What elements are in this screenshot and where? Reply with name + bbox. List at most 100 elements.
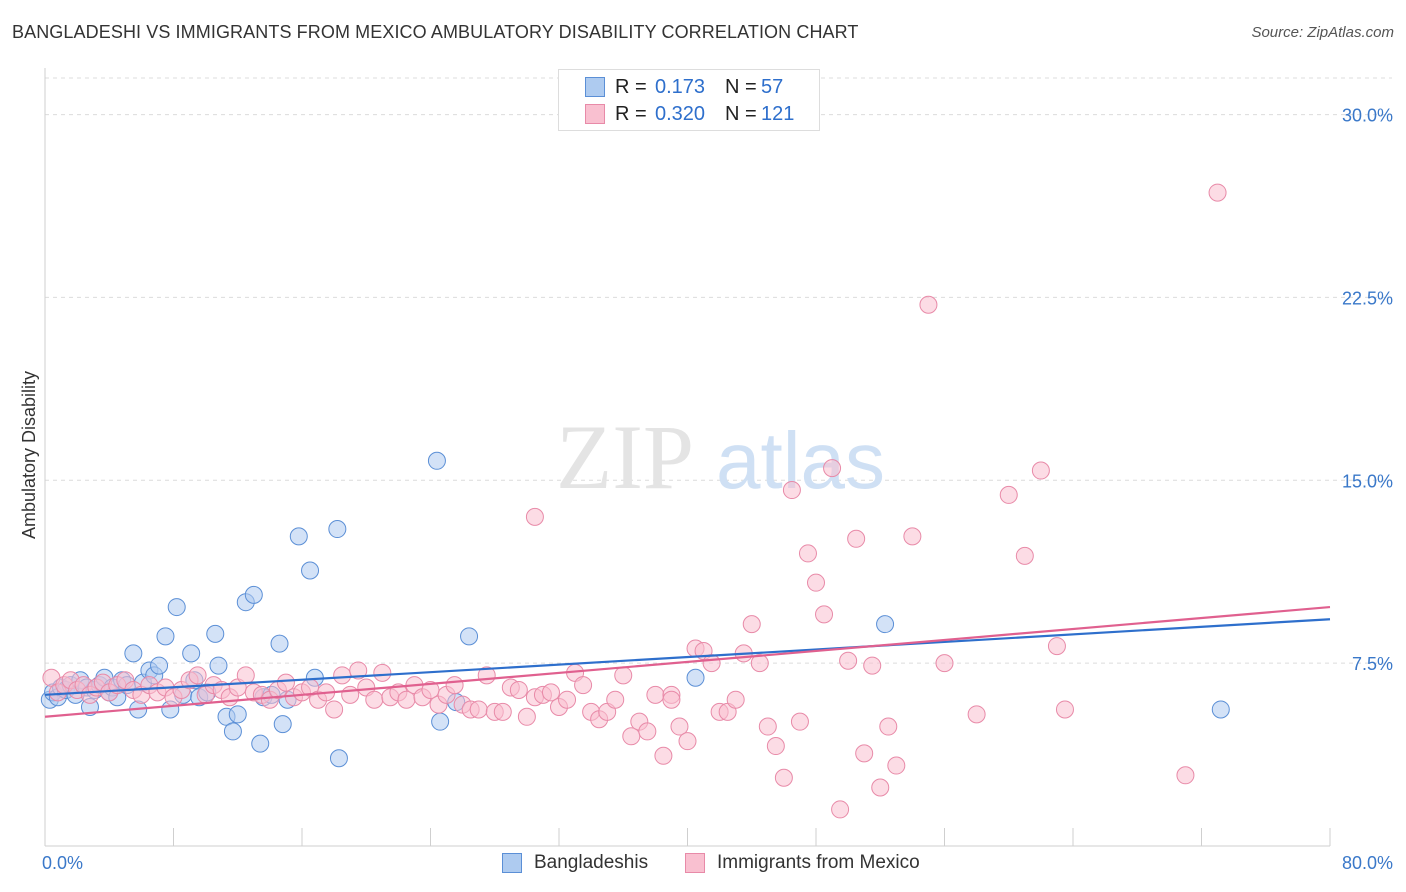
data-point [726,690,745,709]
legend-n-label: N = [725,102,757,125]
data-point [815,605,834,624]
data-point [150,656,169,675]
data-point [1208,183,1227,202]
data-point [1015,546,1034,565]
data-point [460,627,479,646]
data-point [469,700,488,719]
data-point [251,734,270,753]
data-point [325,700,344,719]
data-point [228,705,247,724]
trend-line [44,605,1331,718]
data-point [774,768,793,787]
data-point [525,507,544,526]
data-point [329,749,348,768]
trend-line [44,618,1331,696]
data-point [289,527,308,546]
data-point [855,744,874,763]
bottom-legend-mexico: Immigrants from Mexico [685,852,920,874]
data-point [839,651,858,670]
data-point [646,685,665,704]
data-point [574,676,593,695]
data-point [614,666,633,685]
legend-r-label: R = [615,102,647,125]
data-point [702,654,721,673]
data-point [847,529,866,548]
data-point [967,705,986,724]
data-point [541,683,560,702]
source-credit: Source: ZipAtlas.com [1251,24,1394,41]
data-point [244,585,263,604]
data-point [301,561,320,580]
data-point [1176,766,1195,785]
data-point [606,690,625,709]
data-point [662,690,681,709]
data-point [807,573,825,592]
data-point [823,459,842,478]
legend-r-value-mexico: 0.320 [655,102,706,125]
data-point [935,654,954,673]
data-point [919,295,938,314]
data-point [124,644,143,663]
data-point [270,634,289,653]
tick-labels: 7.5% 15.0% 22.5% 30.0% 0.0% 80.0% [42,106,1393,873]
legend-r-label: R = [615,75,647,98]
correlation-legend: R = 0.173 N = 57 R = 0.320 N = 121 [558,69,820,131]
legend-row-mexico: R = 0.320 N = 121 [559,100,811,128]
bottom-legend-swatch-bangladeshis [502,853,522,873]
y-tick-label: 30.0% [1342,106,1393,126]
legend-row-bangladeshis: R = 0.173 N = 57 [559,73,811,101]
data-point [273,715,292,734]
data-point [670,717,689,736]
legend-n-value-mexico: 121 [761,102,795,125]
data-point [558,690,577,709]
data-point [333,666,352,685]
bottom-legend-swatch-mexico [685,853,705,873]
y-tick-label: 15.0% [1342,471,1393,491]
trend-lines [44,605,1331,718]
data-point [766,737,785,756]
data-point [758,717,777,736]
chart-title: BANGLADESHI VS IMMIGRANTS FROM MEXICO AM… [12,22,859,42]
data-point [999,485,1018,504]
data-point [431,712,450,731]
data-point [427,451,446,470]
data-point [223,722,242,741]
data-point [341,685,360,704]
data-point [876,615,895,634]
y-axis-label: Ambulatory Disability [19,371,39,539]
data-point [742,615,761,634]
data-point [750,654,769,673]
data-point [156,627,175,646]
bottom-legend-bangladeshis: Bangladeshis [502,852,648,874]
data-point [1055,700,1074,719]
data-point [654,746,673,765]
data-point [206,624,225,643]
data-point [686,668,705,687]
legend-swatch-mexico [585,104,605,124]
data-point [1031,461,1050,480]
data-point [276,673,295,692]
data-point [1047,637,1066,656]
data-point [887,756,906,775]
data-point [493,702,512,721]
bottom-legend-label-mexico: Immigrants from Mexico [717,852,920,873]
data-point [167,598,186,617]
data-point [445,676,464,695]
legend-n-label: N = [725,75,757,98]
data-point [188,666,207,685]
data-point [638,722,657,741]
y-tick-label: 7.5% [1352,654,1393,674]
y-tick-label: 22.5% [1342,288,1393,308]
bottom-legend-label-bangladeshis: Bangladeshis [534,852,649,873]
data-point [236,666,255,685]
legend-swatch-bangladeshis [585,77,605,97]
legend-n-value-bangladeshis: 57 [761,75,784,98]
data-point [863,656,882,675]
data-point [798,544,817,563]
data-point [879,717,898,736]
data-point [790,712,809,731]
data-point [509,680,528,699]
data-point [903,527,922,546]
data-point [871,778,890,797]
